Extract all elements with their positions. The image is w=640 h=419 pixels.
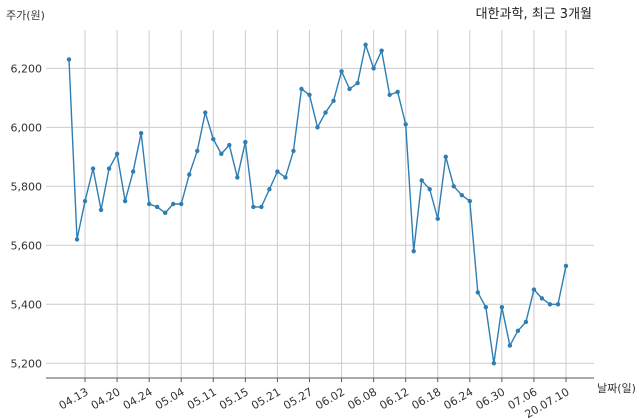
data-point <box>219 151 224 157</box>
y-tick-label: 5,800 <box>11 180 43 193</box>
data-point <box>411 248 416 254</box>
data-point <box>179 201 184 207</box>
data-point <box>555 302 561 307</box>
data-point <box>235 175 240 180</box>
data-point <box>387 92 392 98</box>
data-point <box>371 66 376 71</box>
data-point <box>275 169 280 174</box>
data-point <box>114 151 120 157</box>
x-tick-label: 04.20 <box>89 385 123 412</box>
x-tick-label: 04.13 <box>57 385 91 412</box>
data-point <box>515 328 521 334</box>
data-point <box>315 125 320 130</box>
x-tick-label: 04.24 <box>121 385 155 412</box>
data-point <box>259 204 264 210</box>
x-tick-label: 06.12 <box>377 385 411 412</box>
y-tick-label: 6,200 <box>11 62 43 75</box>
data-point <box>187 172 192 177</box>
data-point <box>203 110 208 115</box>
data-point <box>74 237 80 242</box>
data-point <box>395 89 400 95</box>
data-point <box>307 92 312 98</box>
data-point <box>339 69 344 74</box>
x-tick-label: 06.18 <box>409 385 443 412</box>
data-point <box>90 166 96 171</box>
series-line <box>68 44 567 364</box>
data-point <box>403 122 408 127</box>
x-tick-label: 05.27 <box>281 385 315 412</box>
data-point <box>379 48 384 53</box>
data-point <box>195 148 200 154</box>
data-point <box>563 263 569 269</box>
x-axis-label: 날짜(일) <box>597 381 636 395</box>
y-tick-label: 5,600 <box>11 239 43 252</box>
data-point <box>531 287 537 292</box>
data-point <box>323 110 328 115</box>
y-tick-label: 5,400 <box>11 298 43 311</box>
price-series <box>66 42 569 366</box>
data-point <box>66 57 72 62</box>
data-point <box>251 204 256 210</box>
y-tick-label: 6,000 <box>11 121 43 134</box>
data-point <box>138 131 144 136</box>
x-tick-label: 06.08 <box>345 385 379 412</box>
x-tick-label: 05.15 <box>217 385 251 412</box>
data-point <box>459 192 464 198</box>
data-point <box>475 290 481 295</box>
y-axis-ticks: 5,200 5,400 5,600 5,800 6,000 6,200 <box>11 62 43 370</box>
data-point <box>355 80 360 86</box>
data-point <box>130 169 136 174</box>
data-point <box>451 184 456 189</box>
data-point <box>491 361 497 366</box>
data-point <box>443 154 448 160</box>
data-point <box>547 302 553 307</box>
data-point <box>435 216 440 221</box>
x-tick-label: 06.24 <box>442 385 476 412</box>
y-tick-label: 5,200 <box>11 357 43 370</box>
data-point <box>154 204 160 210</box>
x-tick-label: 05.21 <box>249 385 283 412</box>
data-point <box>363 42 368 47</box>
data-point <box>243 139 248 145</box>
chart-title: 대한과학, 최근 3개월 <box>476 7 592 22</box>
data-point <box>299 86 304 92</box>
data-point <box>122 198 128 204</box>
data-point <box>523 319 529 325</box>
data-point <box>267 187 272 192</box>
data-point <box>146 201 152 207</box>
data-point <box>499 305 505 310</box>
data-point <box>419 178 424 183</box>
x-tick-label: 06.30 <box>474 385 508 412</box>
x-tick-label: 05.04 <box>153 385 187 412</box>
data-point <box>171 201 176 207</box>
data-point <box>162 210 168 216</box>
data-point <box>539 296 545 301</box>
grid-lines <box>46 30 594 378</box>
data-point <box>98 207 104 213</box>
data-point <box>507 343 513 348</box>
data-point <box>283 175 288 180</box>
data-point <box>427 187 432 192</box>
x-axis-ticks: 04.1304.2004.2405.0405.1105.1505.2105.27… <box>57 378 572 419</box>
data-point <box>467 198 473 204</box>
data-point <box>291 148 296 154</box>
data-point <box>227 142 232 148</box>
data-point <box>483 305 489 310</box>
y-axis-label: 주가(원) <box>6 9 45 22</box>
data-point <box>347 86 352 92</box>
data-point <box>106 166 112 171</box>
data-point <box>331 98 336 103</box>
data-point <box>82 198 88 204</box>
x-tick-label: 06.02 <box>313 385 347 412</box>
data-point <box>211 136 216 142</box>
x-tick-label: 05.11 <box>185 385 219 412</box>
